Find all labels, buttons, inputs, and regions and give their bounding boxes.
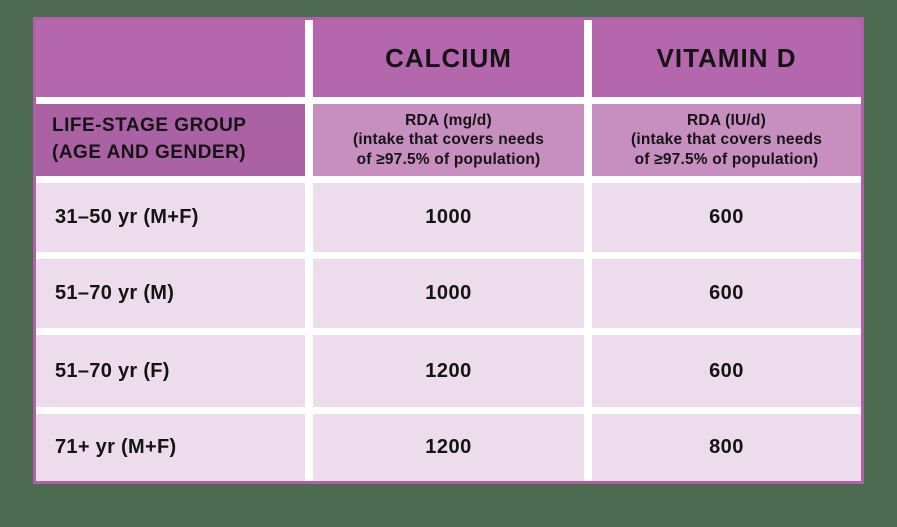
- rda-table: CALCIUM VITAMIN D LIFE-STAGE GROUP (AGE …: [33, 17, 864, 484]
- vitamin-d-rda-note-line2: of ≥97.5% of population): [634, 150, 819, 168]
- vitamin-d-header-label: VITAMIN D: [656, 43, 797, 73]
- calcium-value-51-70-m: 1000: [313, 259, 584, 328]
- calcium-rda-note-line1: (intake that covers needs: [352, 131, 545, 149]
- calcium-column-header: CALCIUM: [313, 20, 584, 97]
- vitamin-d-rda-subheader-cell: RDA (IU/d) (intake that covers needs of …: [592, 104, 861, 176]
- calcium-header-label: CALCIUM: [385, 43, 512, 73]
- vitamin-d-value-31-50: 600: [592, 183, 861, 252]
- vitamin-d-rda-note-line1: (intake that covers needs: [630, 131, 823, 149]
- corner-header-cell: [36, 20, 305, 97]
- vitamin-d-value-71-plus: 800: [592, 414, 861, 481]
- calcium-value-31-50: 1000: [313, 183, 584, 252]
- vitamin-d-value-51-70-f: 600: [592, 335, 861, 407]
- vitamin-d-rda-unit: RDA (IU/d): [687, 112, 766, 130]
- vitamin-d-column-header: VITAMIN D: [592, 20, 861, 97]
- calcium-rda-note-line2: of ≥97.5% of population): [356, 150, 541, 168]
- calcium-rda-subheader-cell: RDA (mg/d) (intake that covers needs of …: [313, 104, 584, 176]
- row-group-cell-71-plus: 71+ yr (M+F): [36, 414, 305, 481]
- life-stage-header-cell: LIFE-STAGE GROUP (AGE AND GENDER): [36, 104, 305, 176]
- vitamin-d-value-51-70-m: 600: [592, 259, 861, 328]
- calcium-value-71-plus: 1200: [313, 414, 584, 481]
- calcium-rda-unit: RDA (mg/d): [405, 112, 492, 130]
- calcium-value-51-70-f: 1200: [313, 335, 584, 407]
- life-stage-header-line2: (AGE AND GENDER): [52, 142, 247, 163]
- life-stage-header-line1: LIFE-STAGE GROUP: [52, 115, 247, 137]
- row-group-cell-51-70-m: 51–70 yr (M): [36, 259, 305, 328]
- row-group-cell-31-50: 31–50 yr (M+F): [36, 183, 305, 252]
- row-group-cell-51-70-f: 51–70 yr (F): [36, 335, 305, 407]
